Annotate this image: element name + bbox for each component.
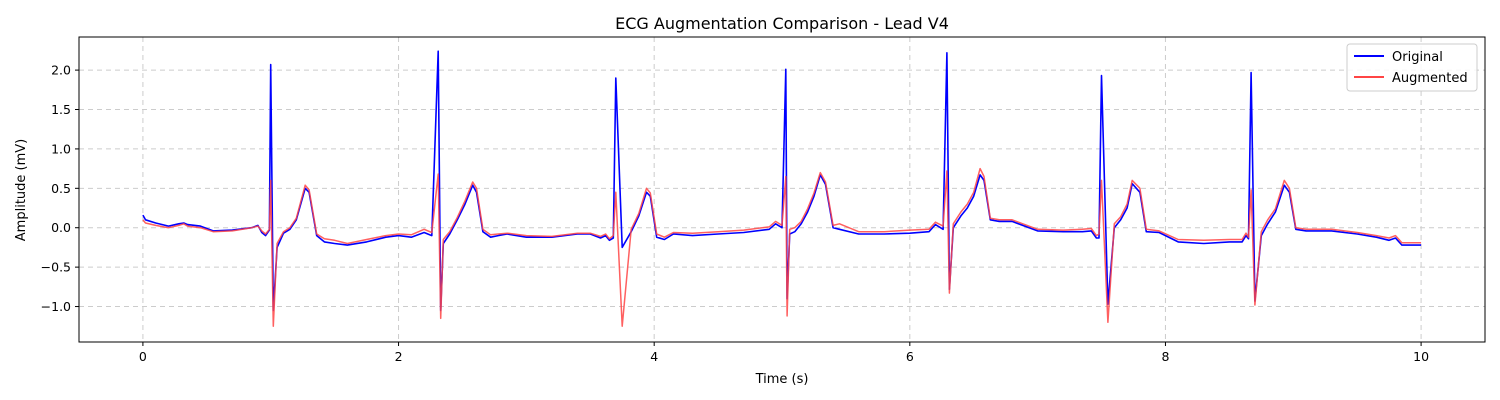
x-tick-label: 0 <box>139 349 147 364</box>
y-tick-label: −1.0 <box>41 299 71 314</box>
x-axis-label: Time (s) <box>755 372 809 387</box>
legend-label-augmented: Augmented <box>1392 71 1468 86</box>
x-tick-label: 10 <box>1413 349 1429 364</box>
y-axis-ticks: −1.0 −0.5 0.0 0.5 1.0 1.5 2.0 <box>41 63 79 314</box>
legend-label-original: Original <box>1392 50 1443 65</box>
y-axis-label: Amplitude (mV) <box>14 139 29 241</box>
y-tick-label: −0.5 <box>41 260 71 275</box>
y-tick-label: 2.0 <box>51 63 71 78</box>
grid <box>79 37 1485 342</box>
series-lines <box>142 50 1422 327</box>
x-axis-ticks: 0 2 4 6 8 10 <box>139 342 1429 364</box>
series-line-augmented <box>142 167 1422 327</box>
chart-title: ECG Augmentation Comparison - Lead V4 <box>615 14 949 33</box>
y-tick-label: 1.5 <box>51 102 71 117</box>
x-tick-label: 4 <box>650 349 658 364</box>
x-tick-label: 8 <box>1161 349 1169 364</box>
y-tick-label: 0.5 <box>51 181 71 196</box>
legend: Original Augmented <box>1346 43 1478 92</box>
y-tick-label: 0.0 <box>51 220 71 235</box>
y-tick-label: 1.0 <box>51 141 71 156</box>
plot-frame <box>78 36 1486 343</box>
x-tick-label: 6 <box>906 349 914 364</box>
series-line-original <box>142 50 1422 312</box>
x-tick-label: 2 <box>395 349 403 364</box>
